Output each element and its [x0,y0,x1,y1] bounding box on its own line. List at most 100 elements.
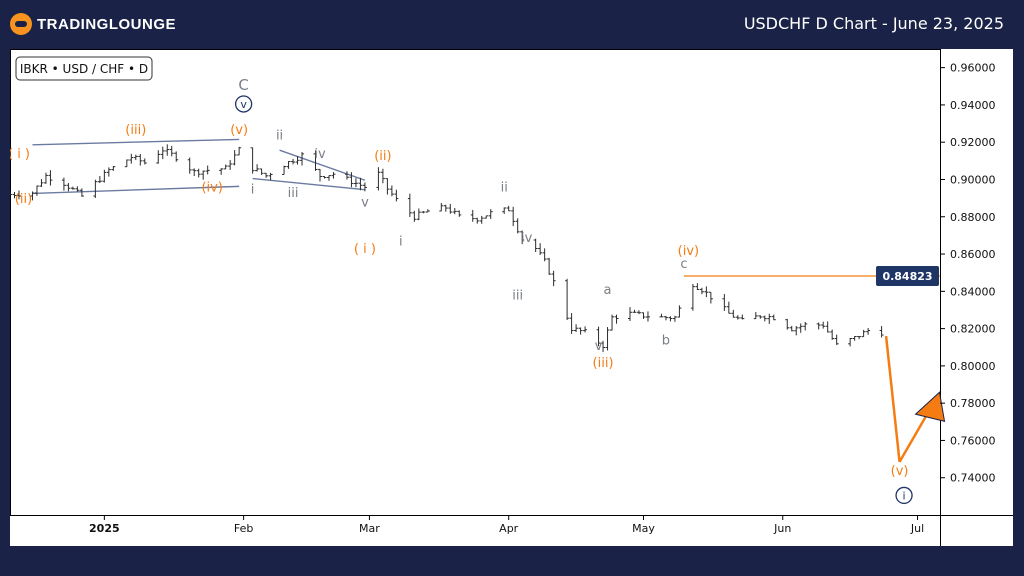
ohlc-bar [344,171,349,180]
trendline [252,177,365,191]
ohlc-bar [722,294,727,311]
ohlc-bar [475,217,480,224]
ohlc-bar [160,146,165,160]
ohlc-bar [34,185,39,196]
ohlc-bar [816,322,821,330]
ohlc-bar [663,315,668,321]
wave-label: iii [512,289,523,304]
ohlc-bar [857,335,862,340]
wave-label: ( i ) [354,242,376,257]
wave-label: i [903,489,906,502]
ohlc-bar [187,157,192,174]
ohlc-bar [192,168,197,177]
candles [10,144,884,353]
ohlc-bar [142,158,147,165]
wave-label: c [680,257,687,272]
wave-label: ii [501,181,508,196]
ohlc-bar [425,209,430,213]
chart-area: IBKR • USD / CHF • D ( i ) (ii) (iii) (iv) (… [10,49,1013,546]
ohlc-bar [300,152,305,166]
ohlc-bar [282,165,287,175]
y-tick-label: 0.92000 [950,136,996,149]
ohlc-bar [291,158,296,165]
wave-label: (v) [230,123,248,138]
ohlc-bar [353,178,358,188]
tradinglounge-logo: TRADINGLOUNGE [10,13,176,35]
ohlc-bar [803,321,808,331]
wave-label: iii [288,186,299,201]
y-tick-label: 0.82000 [950,323,996,336]
wave-label: ii [276,128,283,143]
ohlc-bar [690,283,695,311]
ohlc-bar [632,309,637,313]
circled-wave-label: v [234,95,253,113]
ohlc-bar [628,307,632,322]
ohlc-bar [699,287,704,295]
ohlc-bar [331,172,336,179]
wave-label: (v) [891,464,909,479]
ohlc-bar [448,203,453,214]
ohlc-bar [61,177,66,191]
ohlc-bar [318,168,322,182]
ohlc-bar [439,202,444,212]
ohlc-bar [156,150,161,164]
ohlc-bar [205,165,210,175]
trendline [32,138,240,146]
ohlc-bar [758,315,763,319]
wave-label-circle [895,486,913,505]
logo-icon [10,13,32,35]
ohlc-bar [659,313,664,318]
ohlc-bar [672,315,677,322]
ohlc-bar [16,190,21,200]
header: TRADINGLOUNGE USDCHF D Chart - June 23, … [0,0,1024,48]
y-tick-label: 0.76000 [950,434,996,447]
wave-label: i [251,182,255,197]
ohlc-bar [12,191,17,199]
plot-border [10,49,941,516]
ohlc-bar [349,172,354,188]
ohlc-bar [93,179,98,198]
ohlc-bar [636,310,641,315]
symbol-label-box: IBKR • USD / CHF • D [15,56,153,81]
ohlc-bar [762,315,767,322]
ohlc-bar [726,301,731,314]
ohlc-bar [794,326,799,336]
ohlc-bar [834,334,839,345]
ohlc-bar [601,340,606,353]
ohlc-bar [295,156,300,165]
ohlc-bar [326,175,331,181]
ohlc-bar [385,178,390,195]
ohlc-bar [106,167,111,177]
ohlc-bar [380,168,385,184]
ohlc-bar [542,248,547,262]
wave-label: iv [521,231,533,246]
symbol-label-border [15,56,153,81]
wave-label: i [399,235,403,250]
y-tick-label: 0.94000 [950,99,996,112]
ohlc-bar [223,164,228,170]
ohlc-bar [731,309,736,318]
ohlc-bar [133,154,138,161]
ohlc-bar [165,144,170,156]
ohlc-bar [452,208,457,215]
ohlc-bar [79,188,84,197]
ohlc-bar [641,312,646,319]
ohlc-bar [578,327,583,335]
ohlc-bar [785,318,790,330]
ohlc-bar [66,182,71,192]
ohlc-bar [111,165,116,171]
ohlc-bar [605,327,610,351]
ohlc-bar [43,172,48,184]
ohlc-bar [614,314,619,324]
ohlc-bar [358,177,363,191]
ohlc-bar [830,329,835,340]
y-tick-label: 0.84000 [950,285,996,298]
projection-line-down [884,335,901,463]
projection-arrowhead [914,391,946,422]
ohlc-bar [551,270,556,287]
ohlc-bar [879,326,884,338]
ohlc-bar [313,150,318,171]
symbol-label: IBKR • USD / CHF • D [20,62,148,76]
ohlc-bar [825,321,830,333]
